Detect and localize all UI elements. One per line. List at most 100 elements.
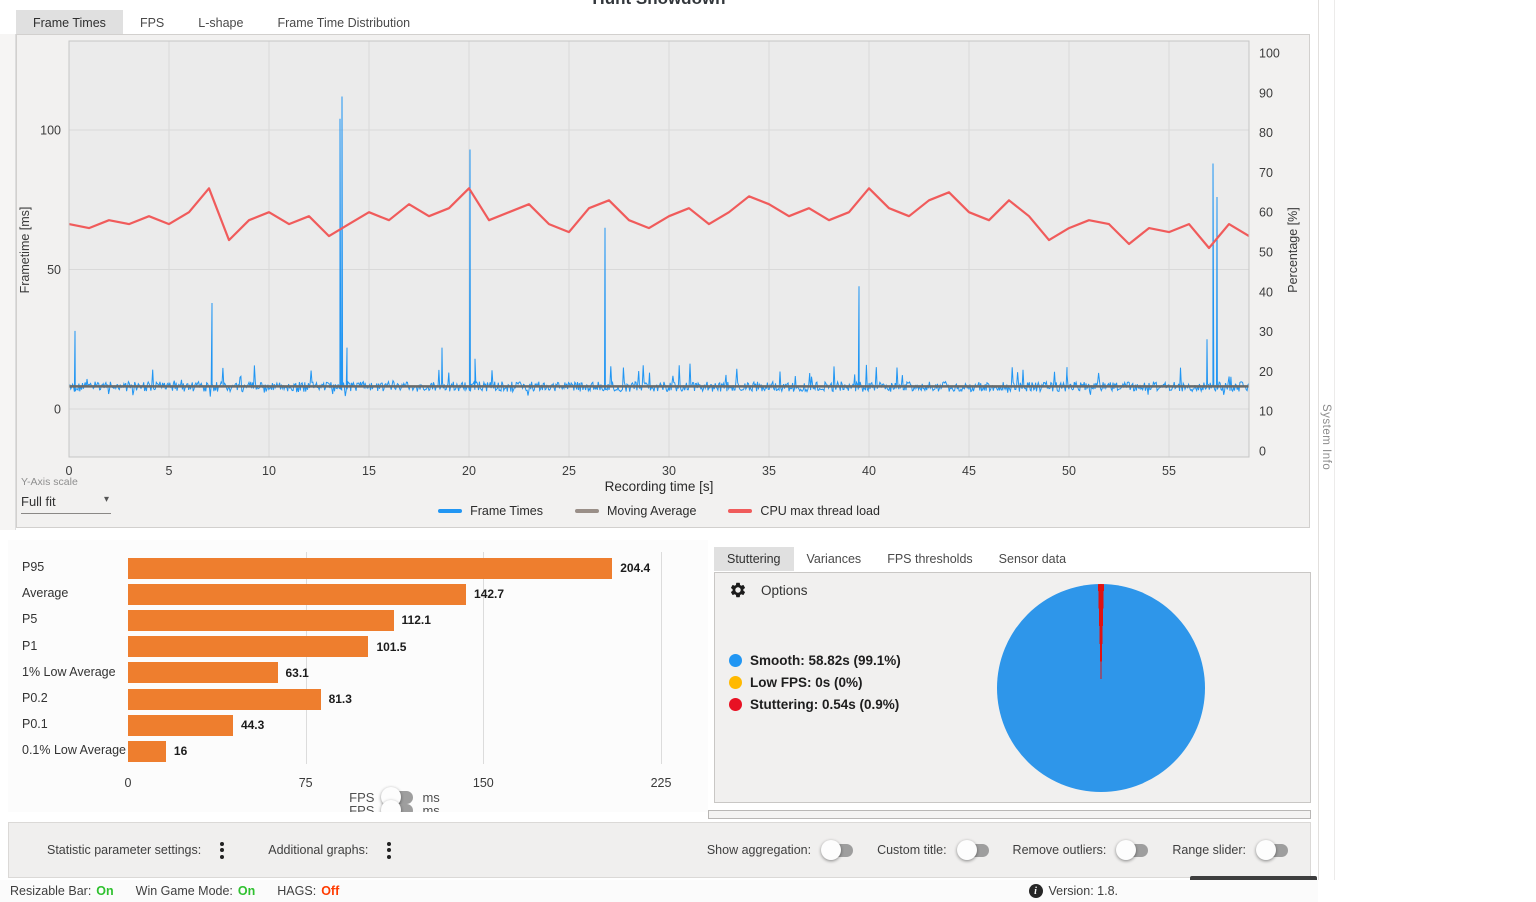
unit-label-ms: ms [422, 802, 440, 813]
toggle-group-range-slider-: Range slider: [1172, 840, 1288, 860]
pie-legend-dot [729, 654, 742, 667]
bar-x-tick-label: 0 [124, 776, 132, 790]
fps-ms-toggle-row: FPS ms [128, 800, 661, 812]
frame-times-series [68, 96, 1250, 397]
status-label: Win Game Mode: [135, 884, 233, 898]
right-axis-tick-label: 50 [1259, 246, 1273, 260]
system-info-expander[interactable]: System Info [1318, 0, 1335, 880]
bar-gridline [483, 552, 485, 764]
status-label: Resizable Bar: [10, 884, 92, 898]
stuttering-panel: Options Smooth: 58.82s (99.1%) Low FPS: 0… [714, 572, 1311, 803]
toggle-switch[interactable] [1256, 840, 1288, 860]
y-axis-scale-select[interactable]: Full fit ▾ [21, 492, 111, 514]
right-axis-tick-label: 80 [1259, 126, 1273, 140]
plot-background [69, 41, 1249, 457]
toggle-switch[interactable] [821, 840, 854, 860]
right-axis-tick-label: 10 [1259, 405, 1273, 419]
toggle-label: Custom title: [877, 843, 947, 857]
tab-sensor-data[interactable]: Sensor data [998, 552, 1067, 566]
x-axis-tick-label: 50 [1062, 464, 1076, 478]
bar-category-label: P0.1 [22, 717, 48, 732]
bar-gridline [305, 552, 307, 764]
bar-value-label: 101.5 [376, 639, 407, 654]
bar-value-label: 16 [173, 744, 188, 759]
analysis-tab-strip: Stuttering Variances FPS thresholds Sensor … [714, 547, 1079, 571]
tab-frame-time-distribution[interactable]: Frame Time Distribution [277, 16, 411, 30]
options-button[interactable]: Options [729, 581, 808, 599]
bar-category-label: 1% Low Average [22, 664, 116, 679]
bar-1-low-average [128, 662, 278, 684]
toggle-label: Range slider: [1172, 843, 1246, 857]
status-value: On [237, 884, 256, 898]
pie-legend-dot [729, 676, 742, 689]
legend-item-cpu-max-thread-load[interactable]: CPU max thread load [728, 504, 880, 518]
right-axis-tick-label: 0 [1259, 445, 1266, 459]
right-axis-tick-label: 20 [1259, 365, 1273, 379]
right-axis-tick-label: 40 [1259, 285, 1273, 299]
kebab-menu-icon[interactable] [381, 839, 397, 862]
pie-legend-label: Stuttering: 0.54s (0.9%) [750, 697, 900, 712]
tab-l-shape[interactable]: L-shape [198, 16, 244, 30]
tab-fps[interactable]: FPS [139, 16, 165, 30]
x-axis-tick-label: 0 [66, 464, 73, 478]
tab-stuttering[interactable]: Stuttering [714, 547, 794, 571]
x-axis-tick-label: 40 [862, 464, 876, 478]
status-bar: Resizable Bar: On Win Game Mode: On HAGS: Off… [0, 880, 1318, 902]
status-item-resizable-bar-: Resizable Bar: On [10, 884, 114, 898]
unit-label-ms: ms [422, 789, 440, 805]
pie-legend: Smooth: 58.82s (99.1%) Low FPS: 0s (0%) St… [729, 653, 901, 712]
bar-value-label: 44.3 [240, 718, 265, 733]
toggle-switch[interactable] [956, 840, 989, 860]
menu-label: Statistic parameter settings: [47, 843, 202, 857]
x-axis-title: Recording time [s] [604, 479, 714, 494]
right-axis-title: Percentage [%] [1286, 207, 1300, 293]
x-axis-tick-label: 15 [362, 464, 376, 478]
x-axis-tick-label: 20 [462, 464, 476, 478]
stuttering-pie-chart [997, 584, 1205, 792]
version-info: i Version: 1.8. [1028, 884, 1118, 898]
fps-ms-toggle[interactable] [381, 800, 414, 812]
bar-p95 [128, 557, 613, 579]
system-info-label: System Info [1320, 404, 1332, 471]
legend-label: Moving Average [607, 504, 697, 518]
bar-average [128, 583, 466, 605]
right-axis-tick-label: 100 [1259, 47, 1280, 61]
page-title: Hunt Showdown [0, 0, 1318, 9]
y-axis-scale-label: Y-Axis scale [21, 476, 78, 488]
bar-category-label: P1 [22, 638, 38, 653]
legend-item-moving-average[interactable]: Moving Average [575, 504, 696, 518]
toggle-label: Remove outliers: [1012, 843, 1107, 857]
tab-fps-thresholds[interactable]: FPS thresholds [887, 552, 973, 566]
kebab-menu-icon[interactable] [214, 839, 230, 862]
toggle-group-custom-title-: Custom title: [877, 840, 989, 860]
plot-border [68, 40, 1250, 458]
legend-item-frame-times[interactable]: Frame Times [438, 504, 543, 518]
bar-category-label: 0.1% Low Average [22, 743, 127, 758]
bar-category-label: P0.2 [22, 691, 48, 705]
x-axis-tick-label: 5 [166, 464, 173, 478]
bar-p0-2 [128, 688, 321, 710]
percentile-bar-chart: 0 75 150 225 P95 204.4 Average 142.7 P5 112.1 P1 10… [8, 540, 708, 812]
status-item-hags-: HAGS: Off [277, 884, 339, 898]
x-axis-tick-label: 30 [662, 464, 676, 478]
cpu-max-thread-load-series [68, 187, 1250, 250]
bar-value-label: 142.7 [474, 587, 505, 602]
legend-label: CPU max thread load [760, 504, 880, 518]
gear-icon [730, 582, 746, 598]
horizontal-scrollbar[interactable] [708, 810, 1311, 819]
status-value: On [96, 884, 114, 898]
bar-value-label: 112.1 [401, 613, 431, 628]
tab-variances[interactable]: Variances [806, 552, 862, 566]
menu-group-statistic-parameter-settings-: Statistic parameter settings: [47, 839, 230, 862]
left-axis-tick-label: 50 [47, 263, 61, 277]
menu-label: Additional graphs: [268, 843, 369, 857]
pie-legend-item-stuttering-: Stuttering: 0.54s (0.9%) [729, 697, 901, 712]
left-axis-tick-label: 100 [40, 124, 61, 138]
bar-gridline [661, 552, 662, 764]
toggle-switch[interactable] [1116, 840, 1149, 860]
bar-value-label: 81.3 [328, 692, 352, 706]
tab-frame-times[interactable]: Frame Times [16, 10, 123, 36]
right-axis-tick-label: 70 [1259, 166, 1273, 180]
legend-swatch [575, 509, 599, 513]
right-axis-tick-label: 60 [1259, 206, 1273, 220]
